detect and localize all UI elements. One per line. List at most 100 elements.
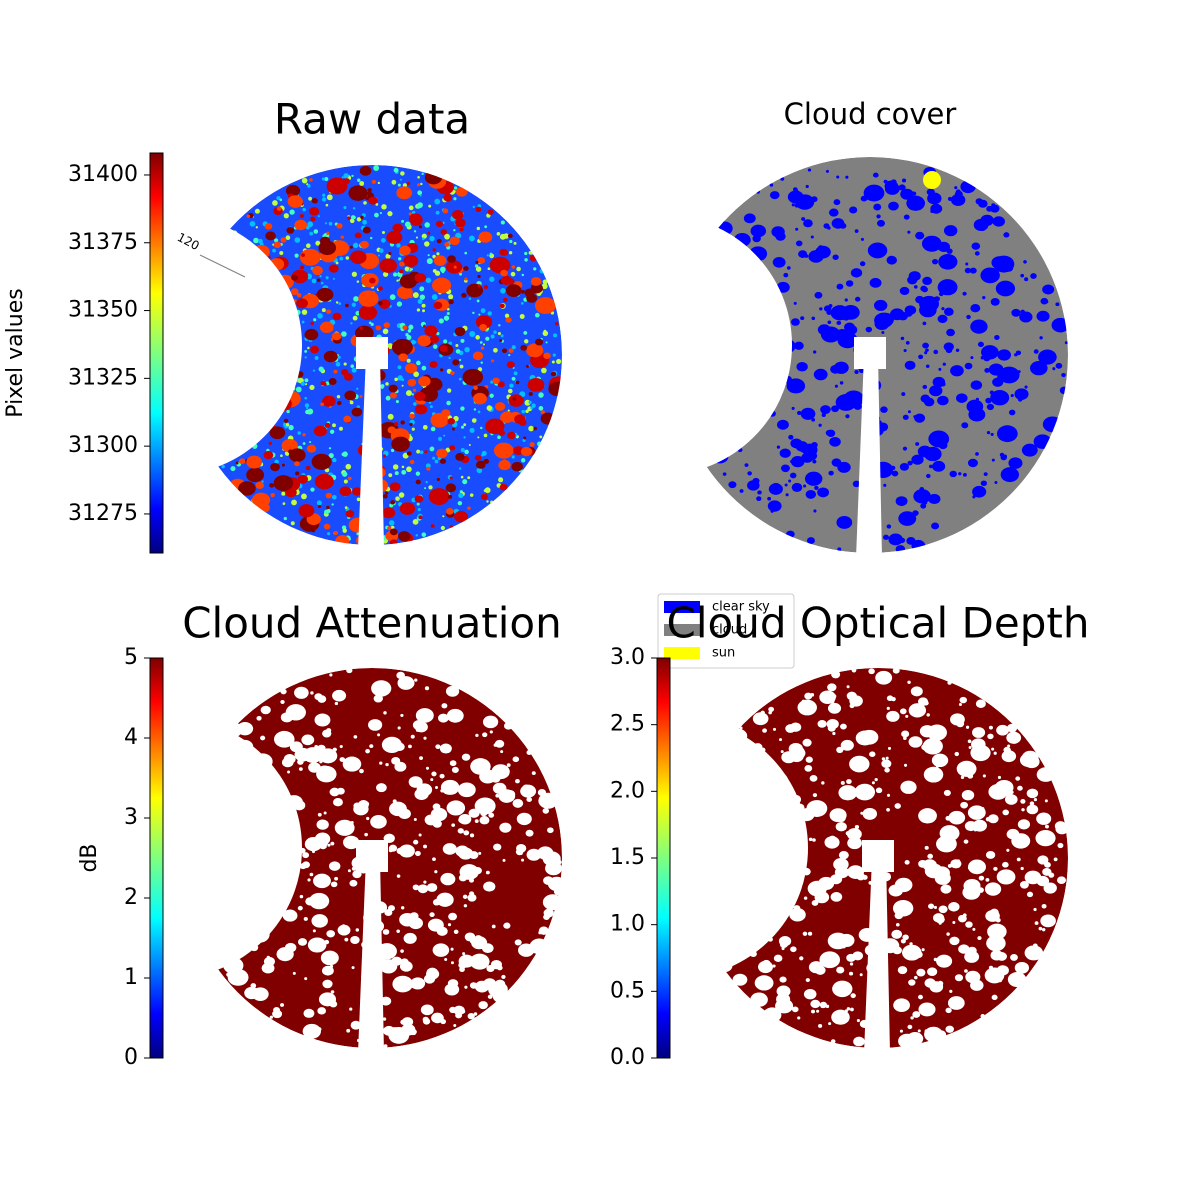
image-blob <box>791 1006 799 1013</box>
image-blob <box>958 702 962 707</box>
image-speck <box>504 313 510 318</box>
image-blob <box>778 987 787 995</box>
image-speck <box>344 506 348 510</box>
image-speck <box>359 181 365 186</box>
image-blob <box>457 782 476 798</box>
image-speck <box>481 454 484 457</box>
image-blob <box>994 335 1000 341</box>
image-blob <box>886 524 892 529</box>
image-blob <box>931 753 949 768</box>
image-speck <box>302 207 306 212</box>
image-blob <box>1038 349 1057 365</box>
image-speck <box>460 406 465 411</box>
image-blob <box>543 876 554 885</box>
image-blob <box>787 266 791 270</box>
image-blob <box>304 328 319 341</box>
image-blob <box>426 883 438 892</box>
image-speck <box>309 384 315 391</box>
image-blob <box>194 300 208 312</box>
image-speck <box>223 293 226 297</box>
image-blob <box>418 225 422 229</box>
image-speck <box>471 418 477 423</box>
image-blob <box>804 765 813 772</box>
image-blob <box>196 828 206 837</box>
image-blob <box>776 993 791 1006</box>
image-blob <box>201 430 206 435</box>
image-blob <box>699 884 707 890</box>
image-blob <box>362 471 367 476</box>
image-blob <box>309 892 330 910</box>
image-speck <box>353 296 359 302</box>
image-blob <box>877 971 888 981</box>
image-speck <box>422 424 428 430</box>
image-speck <box>507 409 510 412</box>
image-blob <box>450 947 454 951</box>
image-blob <box>207 314 224 328</box>
image-blob <box>910 686 923 697</box>
image-speck <box>198 317 203 322</box>
image-blob <box>382 494 388 499</box>
polar-label: 120 <box>175 230 202 253</box>
image-blob <box>316 819 329 830</box>
image-blob <box>1021 808 1025 812</box>
image-speck <box>352 315 358 321</box>
image-blob <box>712 426 719 432</box>
colorbar-tick-label: 31325 <box>68 365 138 390</box>
image-blob <box>393 421 399 426</box>
image-blob <box>887 793 891 797</box>
image-speck <box>229 289 236 295</box>
image-speck <box>252 360 256 364</box>
image-blob <box>885 756 889 760</box>
image-speck <box>304 378 309 383</box>
image-blob <box>811 1009 816 1014</box>
image-blob <box>449 236 460 246</box>
image-speck <box>524 251 528 256</box>
image-blob <box>398 844 415 858</box>
image-blob <box>212 372 216 376</box>
image-blob <box>259 410 265 415</box>
image-blob <box>389 528 398 536</box>
image-blob <box>871 781 875 785</box>
image-blob <box>288 448 306 463</box>
image-blob <box>507 233 513 239</box>
image-speck <box>431 294 438 300</box>
image-blob <box>550 371 557 377</box>
image-blob <box>791 203 795 207</box>
image-blob <box>847 837 862 850</box>
image-blob <box>271 365 276 369</box>
image-blob <box>324 422 331 428</box>
image-blob <box>287 770 291 774</box>
image-speck <box>327 532 331 536</box>
image-speck <box>422 309 426 313</box>
image-blob <box>770 509 774 513</box>
image-blob <box>227 378 232 382</box>
image-blob <box>382 929 390 935</box>
image-speck <box>352 242 359 249</box>
image-blob <box>803 851 808 856</box>
image-blob <box>1042 416 1063 433</box>
image-blob <box>1007 972 1027 988</box>
image-blob <box>269 426 286 440</box>
image-blob <box>409 413 415 419</box>
image-blob <box>1038 926 1043 931</box>
image-blob <box>1057 842 1064 849</box>
image-blob <box>914 975 918 980</box>
image-blob <box>803 219 813 228</box>
image-speck <box>524 339 529 344</box>
image-blob <box>901 730 910 738</box>
image-blob <box>430 524 435 528</box>
image-blob <box>264 319 275 328</box>
image-blob <box>236 401 258 419</box>
image-blob <box>931 258 939 265</box>
image-blob <box>858 927 876 942</box>
image-blob <box>310 216 316 222</box>
image-speck <box>472 311 475 315</box>
image-speck <box>351 271 357 277</box>
image-blob <box>724 943 730 948</box>
image-blob <box>938 905 948 914</box>
image-blob <box>543 908 554 918</box>
image-blob <box>276 345 281 349</box>
image-speck <box>444 233 450 240</box>
image-speck <box>469 331 476 338</box>
image-blob <box>488 986 492 990</box>
